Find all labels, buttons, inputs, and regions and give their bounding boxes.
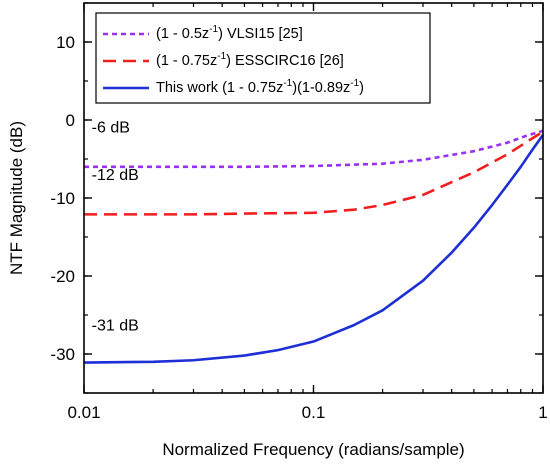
annotation-1: -6 dB	[92, 119, 130, 136]
y-tick-label: -30	[50, 345, 75, 364]
y-axis-title: NTF Magnitude (dB)	[7, 121, 26, 275]
x-tick-label: 1	[538, 403, 547, 422]
legend-box	[95, 12, 431, 104]
legend-label-1: (1 - 0.5z-1) VLSI15 [25]	[156, 24, 303, 42]
x-axis-title: Normalized Frequency (radians/sample)	[162, 440, 464, 459]
y-tick-label: -10	[50, 189, 75, 208]
x-tick-label: 0.1	[302, 403, 326, 422]
x-tick-label: 0.01	[67, 403, 100, 422]
y-tick-label: 0	[66, 111, 75, 130]
annotation-2: -12 dB	[92, 167, 139, 184]
y-tick-label: -20	[50, 267, 75, 286]
series-line-2	[84, 130, 544, 216]
series-line-1	[84, 129, 544, 169]
y-tick-label: 10	[56, 33, 75, 52]
legend-label-2: (1 - 0.75z-1) ESSCIRC16 [26]	[156, 51, 344, 69]
annotation-3: -31 dB	[92, 318, 139, 335]
series-line-3	[83, 134, 545, 364]
legend-label-3: This work (1 - 0.75z-1)(1-0.89z-1)	[156, 78, 364, 96]
